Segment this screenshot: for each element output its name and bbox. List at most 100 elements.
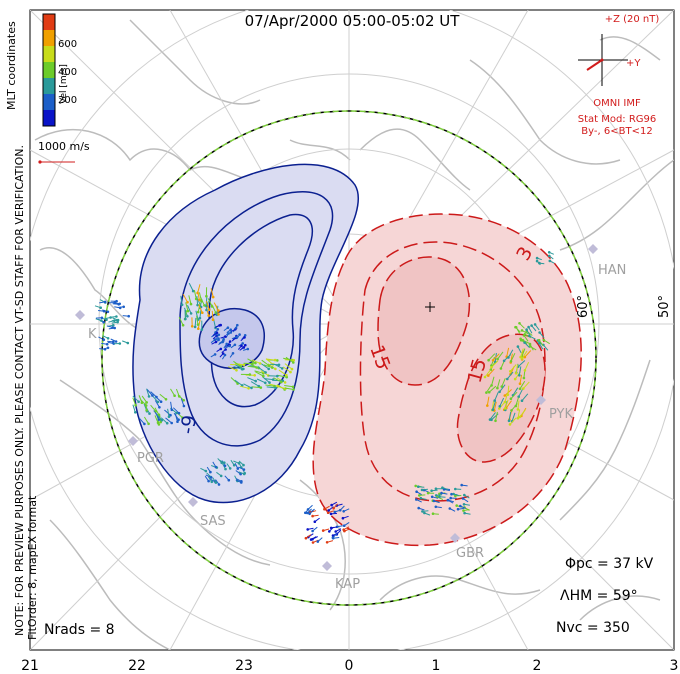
vector-line <box>269 363 280 366</box>
colorbar-segment <box>43 110 55 127</box>
vector-line <box>188 295 192 305</box>
vector-line <box>416 499 422 503</box>
vector-line <box>507 385 510 395</box>
vector-line <box>102 335 109 339</box>
vector-line <box>449 508 456 512</box>
vector-line <box>309 509 315 515</box>
vector-line <box>487 368 495 376</box>
potential-max-marker <box>425 302 435 312</box>
vector-line <box>538 339 544 347</box>
vector-line <box>236 334 241 340</box>
vector-line <box>122 315 129 317</box>
vector-line <box>238 461 242 468</box>
vector-line <box>197 291 200 301</box>
vector-line <box>108 320 115 323</box>
vector-line <box>521 329 529 335</box>
vector-origin <box>196 323 200 326</box>
map-title: 07/Apr/2000 05:00-05:02 UT <box>245 12 461 30</box>
vector-line <box>195 310 199 320</box>
vector-line <box>549 260 555 264</box>
vector-line <box>519 380 526 390</box>
vector-line <box>284 363 293 370</box>
vector-line <box>461 484 468 487</box>
vector-line <box>419 494 426 496</box>
vector-line <box>257 366 266 373</box>
vector-line <box>422 510 429 512</box>
vector-line <box>310 536 317 541</box>
vector-line <box>250 363 260 369</box>
vector-line <box>333 503 338 509</box>
vector-line <box>243 383 252 389</box>
vector-line <box>211 341 217 345</box>
vector-line <box>204 475 210 482</box>
velocity-scale-label: 1000 m/s <box>38 140 90 153</box>
vector-line <box>317 537 323 542</box>
vector-line <box>463 503 470 506</box>
contour-label-neg: -9 <box>176 413 201 435</box>
velocity-colorbar <box>42 13 56 127</box>
vector-line <box>238 460 244 466</box>
colorbar-segment <box>43 78 55 95</box>
vector-line <box>150 404 157 412</box>
vector-line <box>442 487 449 490</box>
vector-line <box>529 335 536 340</box>
vector-line <box>457 507 464 510</box>
vector-line <box>327 510 334 514</box>
vector-line <box>175 388 180 397</box>
vector-line <box>488 353 496 361</box>
vector-line <box>132 397 137 406</box>
vector-line <box>212 332 218 337</box>
vector-line <box>227 341 231 347</box>
vector-line <box>241 344 246 349</box>
vector-line <box>435 506 442 509</box>
vector-line <box>344 528 351 532</box>
negative-contour-2 <box>208 213 313 408</box>
vector-line <box>122 340 128 344</box>
vector-line <box>517 346 522 354</box>
vector-origin <box>486 404 489 407</box>
vector-line <box>460 505 467 509</box>
vector-line <box>99 301 106 304</box>
vector-line <box>188 282 194 292</box>
vector-line <box>182 293 188 303</box>
vector-line <box>314 517 320 523</box>
vector-line <box>268 383 278 387</box>
vector-line <box>223 327 229 332</box>
vector-line <box>138 417 145 425</box>
vector-line <box>539 332 545 339</box>
vector-line <box>548 255 554 260</box>
vector-line <box>251 386 261 389</box>
vector-line <box>233 366 243 370</box>
colorbar-label: Vel [m/s] <box>59 64 69 104</box>
vector-line <box>98 310 105 312</box>
vector-line <box>489 412 496 420</box>
vector-line <box>491 376 495 386</box>
vector-line <box>235 364 244 370</box>
vector-line <box>218 341 223 346</box>
imf-y-label: +Y <box>626 58 641 69</box>
vector-line <box>215 334 220 340</box>
mlt-tick-label: 22 <box>128 658 146 674</box>
vector-line <box>266 386 276 389</box>
station-gbr: GBR <box>456 546 484 561</box>
vector-line <box>112 303 119 305</box>
vector-line <box>226 329 232 334</box>
vector-line <box>432 496 439 499</box>
vector-line <box>273 377 282 383</box>
vector-line <box>247 365 257 368</box>
vector-line <box>230 459 235 466</box>
vector-line <box>521 393 529 402</box>
vector-line <box>508 411 512 421</box>
station-han: HAN <box>598 263 626 278</box>
vector-line <box>276 377 286 383</box>
vector-line <box>220 338 225 344</box>
vector-line <box>164 409 171 416</box>
vector-line <box>326 540 334 543</box>
vector-line <box>187 304 192 314</box>
velocity-vectors <box>94 251 555 544</box>
mlt-tick-label: 0 <box>345 658 354 674</box>
vector-line <box>237 345 242 350</box>
vector-line <box>312 514 319 517</box>
vector-line <box>185 302 189 312</box>
